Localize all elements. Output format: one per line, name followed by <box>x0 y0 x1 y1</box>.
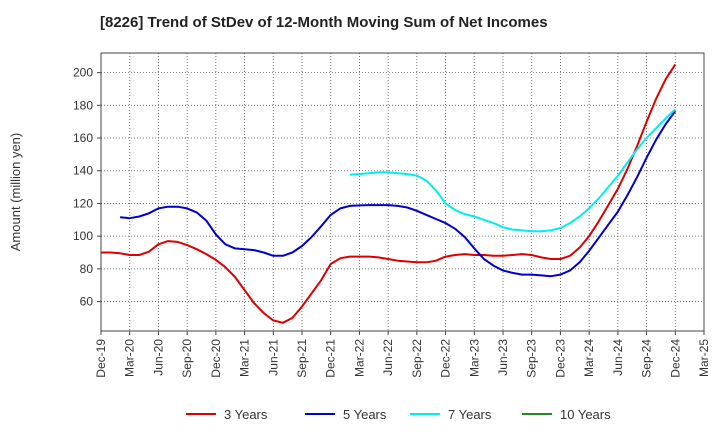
x-tick-label: Mar-21 <box>238 339 252 377</box>
y-tick-label: 180 <box>73 98 93 112</box>
y-tick-label: 100 <box>73 229 93 243</box>
x-tick-label: Sep-21 <box>295 339 309 378</box>
y-tick-label: 60 <box>80 295 94 309</box>
series-line-5-years <box>120 110 677 278</box>
y-tick-label: 80 <box>80 262 94 276</box>
y-tick-label: 160 <box>73 131 93 145</box>
x-tick-label: Jun-22 <box>381 339 395 376</box>
x-tick-label: Dec-21 <box>324 339 338 378</box>
y-axis-ticks: 60 80 100 120 140 160 180 200 <box>73 66 101 309</box>
legend-label: 7 Years <box>448 407 492 422</box>
x-tick-label: Jun-21 <box>266 339 280 376</box>
legend-label: 3 Years <box>224 407 268 422</box>
x-tick-label: Mar-24 <box>582 339 596 377</box>
x-tick-label: Sep-23 <box>525 339 539 378</box>
x-tick-label: Dec-19 <box>94 339 108 378</box>
legend-label: 10 Years <box>560 407 611 422</box>
x-tick-label: Sep-24 <box>640 339 654 378</box>
y-axis-title: Amount (million yen) <box>8 133 23 252</box>
grid-layer <box>100 53 705 331</box>
x-axis-ticks: Dec-19 Mar-20 Jun-20 Sep-20 Dec-20 Mar-21 Jun-… <box>94 331 711 378</box>
x-tick-label: Dec-20 <box>209 339 223 378</box>
chart-title: [8226] Trend of StDev of 12-Month Moving… <box>100 14 548 31</box>
x-tick-label: Jun-24 <box>611 339 625 376</box>
series-line-3-years <box>101 63 677 324</box>
x-tick-label: Sep-22 <box>410 339 424 378</box>
plot-frame <box>100 52 705 332</box>
y-tick-label: 200 <box>73 66 93 80</box>
x-tick-label: Dec-24 <box>668 339 682 378</box>
x-tick-label: Jun-20 <box>151 339 165 376</box>
y-tick-label: 140 <box>73 164 93 178</box>
legend-label: 5 Years <box>343 407 387 422</box>
x-tick-label: Dec-23 <box>553 339 567 378</box>
series-line-7-years <box>349 108 676 233</box>
x-tick-label: Mar-23 <box>467 339 481 377</box>
x-tick-label: Dec-22 <box>439 339 453 378</box>
x-tick-label: Mar-22 <box>352 339 366 377</box>
series-layer <box>101 63 677 324</box>
legend: 3 Years 5 Years 7 Years 10 Years <box>186 407 611 422</box>
x-tick-label: Mar-20 <box>123 339 137 377</box>
x-tick-label: Jun-23 <box>496 339 510 376</box>
y-tick-label: 120 <box>73 196 93 210</box>
x-tick-label: Mar-25 <box>697 339 711 377</box>
x-tick-label: Sep-20 <box>180 339 194 378</box>
